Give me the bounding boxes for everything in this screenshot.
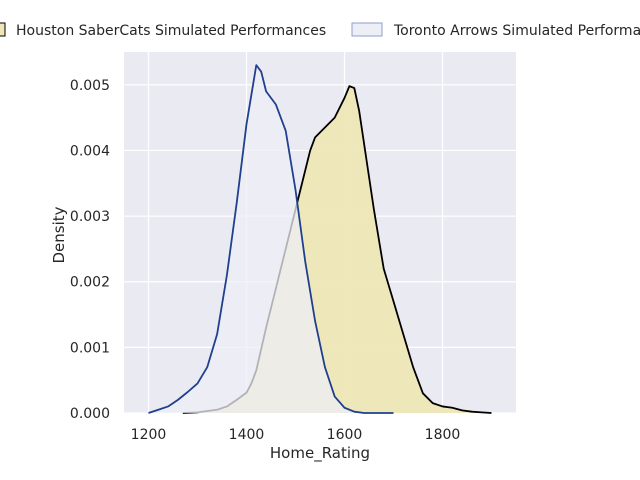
x-tick-label: 1800 xyxy=(425,427,461,443)
y-axis-ticks: 0.000 0.001 0.002 0.003 0.004 0.005 xyxy=(70,78,110,422)
density-line-toronto xyxy=(148,64,394,414)
legend-label-toronto: Toronto Arrows Simulated Performances xyxy=(393,23,640,39)
y-tick-label: 0.004 xyxy=(70,143,110,159)
y-tick-label: 0.005 xyxy=(70,78,110,94)
x-tick-label: 1200 xyxy=(131,427,167,443)
y-tick-label: 0.001 xyxy=(70,340,110,356)
y-axis-label: Density xyxy=(50,206,68,263)
y-tick-label: 0.002 xyxy=(70,275,110,291)
legend-swatch-houston xyxy=(0,22,6,37)
density-area-houston xyxy=(182,86,492,413)
y-tick-label: 0.003 xyxy=(70,209,110,225)
y-tick-label: 0.000 xyxy=(70,406,110,422)
legend-label-houston: Houston SaberCats Simulated Performances xyxy=(16,23,326,39)
x-tick-label: 1600 xyxy=(327,427,363,443)
series-layer xyxy=(148,64,492,414)
x-tick-label: 1400 xyxy=(229,427,265,443)
legend: Houston SaberCats Simulated Performances… xyxy=(0,22,640,39)
density-area-toronto xyxy=(148,65,394,413)
series-toronto xyxy=(148,64,394,414)
legend-swatch-toronto xyxy=(351,22,383,37)
x-axis-label: Home_Rating xyxy=(270,444,370,463)
x-axis-ticks: 1200 1400 1600 1800 xyxy=(131,427,461,443)
